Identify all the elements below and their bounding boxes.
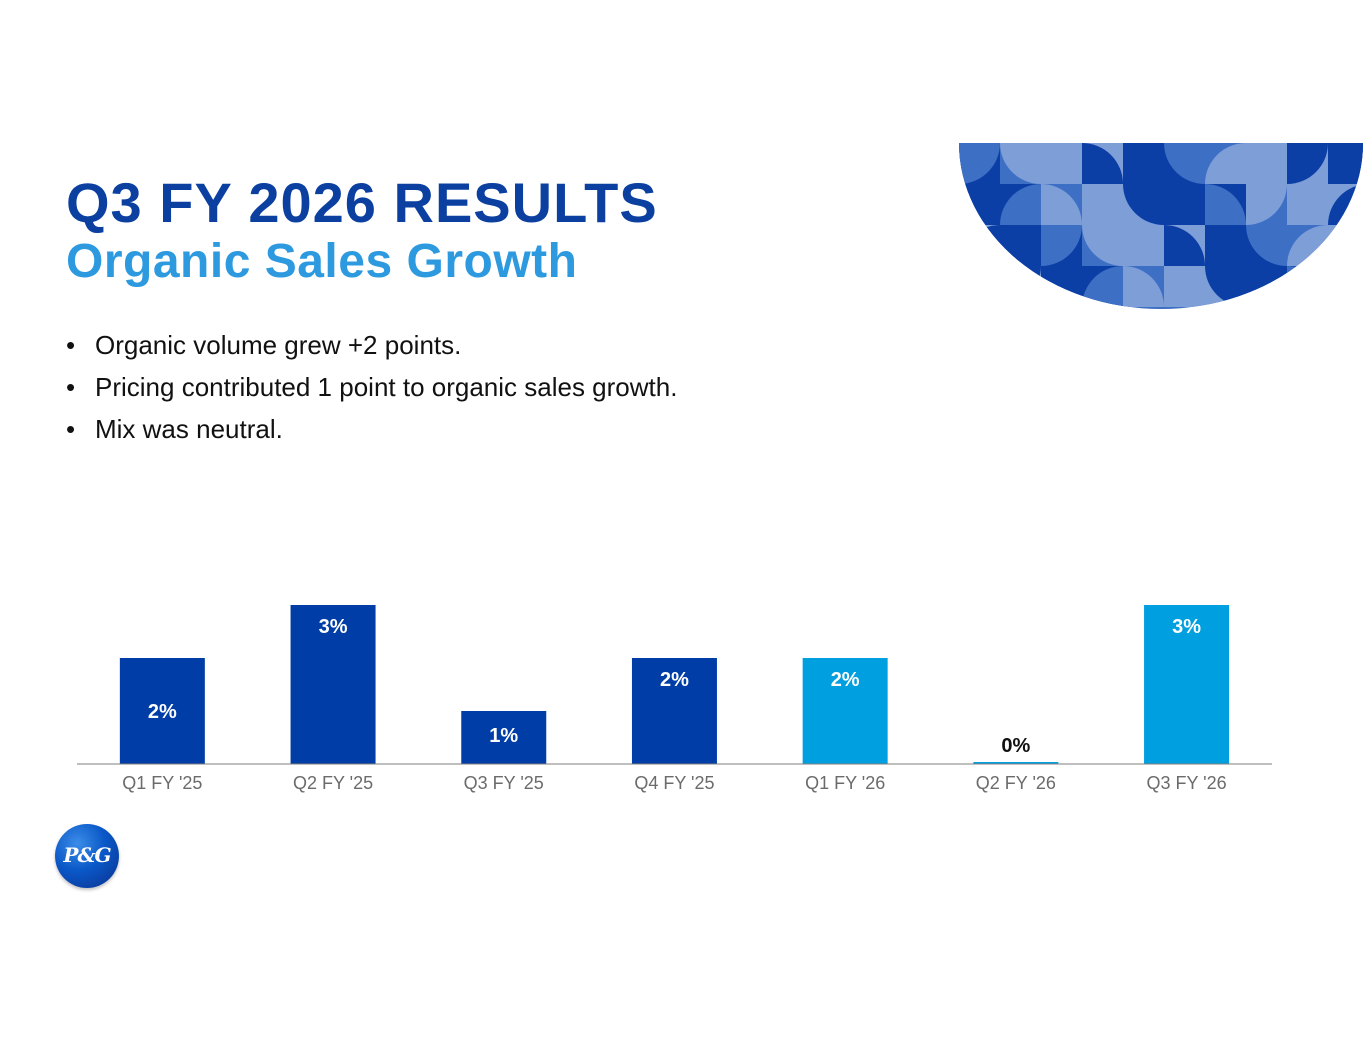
pattern-tile [959, 266, 1000, 307]
bullet-item: • Mix was neutral. [66, 408, 677, 450]
pattern-quarter-circle [959, 184, 1000, 225]
pattern-quarter-circle [1246, 143, 1287, 184]
pattern-quarter-circle [959, 266, 1000, 307]
pattern-quarter-circle [1041, 184, 1082, 225]
bar-chart: Q1 FY '25 Q2 FY '25 Q3 FY '25 Q4 FY '25 Q1 F… [77, 605, 1272, 793]
bar [973, 762, 1059, 764]
pattern-quarter-circle [1123, 143, 1164, 184]
pattern-quarter-circle [1164, 266, 1205, 307]
x-tick-label: Q4 FY '25 [634, 773, 714, 793]
x-tick-label: Q3 FY '25 [464, 773, 544, 793]
pattern-quarter-circle [1082, 184, 1123, 225]
pattern-quarter-circle [1082, 266, 1123, 307]
x-tick-label: Q2 FY '26 [976, 773, 1056, 793]
pattern-quarter-circle [1123, 266, 1164, 307]
pattern-quarter-circle [1205, 266, 1246, 307]
logo-text: P&G [63, 843, 111, 867]
bullet-marker: • [66, 372, 76, 402]
x-tick-label: Q3 FY '26 [1146, 773, 1226, 793]
data-label: 2% [660, 669, 689, 691]
pattern-quarter-circle [1287, 143, 1328, 184]
pattern-quarter-circle [1000, 184, 1041, 225]
pattern-quarter-circle [1205, 184, 1246, 225]
data-label: 0% [1001, 735, 1030, 757]
slide-title: Q3 FY 2026 RESULTS [66, 171, 658, 234]
pattern-quarter-circle [1041, 266, 1082, 307]
bar [631, 658, 717, 764]
bullet-marker: • [66, 330, 76, 360]
pattern-quarter-circle [1082, 225, 1123, 266]
bullet-text: Mix was neutral. [95, 414, 283, 444]
bar [290, 605, 376, 764]
pattern-quarter-circle [1000, 143, 1041, 184]
data-label: 2% [831, 669, 860, 691]
pattern-quarter-circle [1041, 225, 1082, 266]
pattern-quarter-circle [1246, 184, 1287, 225]
pg-logo: P&G [55, 824, 119, 888]
pattern-quarter-circle [1164, 184, 1205, 225]
pattern-quarter-circle [1123, 184, 1164, 225]
x-tick-label: Q1 FY '26 [805, 773, 885, 793]
data-label: 1% [489, 725, 518, 747]
pattern-quarter-circle [1246, 225, 1287, 266]
x-tick-label: Q2 FY '25 [293, 773, 373, 793]
bar [119, 658, 205, 764]
pattern-tile [1328, 225, 1363, 266]
pattern-quarter-circle [1082, 143, 1123, 184]
bullet-list: • Organic volume grew +2 points. • Pricing… [66, 324, 677, 450]
pattern-quarter-circle [1287, 184, 1328, 225]
bar [802, 658, 888, 764]
bullet-text: Organic volume grew +2 points. [95, 330, 462, 360]
pattern-quarter-circle [959, 143, 1000, 184]
bullet-marker: • [66, 414, 76, 444]
pattern-quarter-circle [1205, 225, 1246, 266]
decorative-pattern [959, 143, 1363, 309]
pattern-quarter-circle [1328, 143, 1363, 184]
pattern-quarter-circle [1205, 143, 1246, 184]
pattern-quarter-circle [1287, 266, 1328, 307]
x-tick-label: Q1 FY '25 [122, 773, 202, 793]
pattern-tile [1328, 266, 1363, 307]
pattern-tile [1287, 266, 1328, 307]
pattern-quarter-circle [1000, 266, 1041, 307]
bullet-text: Pricing contributed 1 point to organic s… [95, 372, 678, 402]
pattern-quarter-circle [1164, 225, 1205, 266]
slide-subtitle: Organic Sales Growth [66, 235, 578, 288]
bullet-item: • Organic volume grew +2 points. [66, 324, 677, 366]
pattern-quarter-circle [1328, 266, 1363, 307]
bullet-item: • Pricing contributed 1 point to organic … [66, 366, 677, 408]
pattern-quarter-circle [1123, 225, 1164, 266]
pattern-quarter-circle [1041, 143, 1082, 184]
pattern-quarter-circle [959, 225, 1000, 266]
bar [1144, 605, 1230, 764]
pattern-quarter-circle [1328, 225, 1363, 266]
pattern-quarter-circle [1164, 143, 1205, 184]
data-label: 2% [148, 701, 177, 723]
bar [461, 711, 547, 764]
data-label: 3% [1172, 616, 1201, 638]
data-label: 3% [319, 616, 348, 638]
